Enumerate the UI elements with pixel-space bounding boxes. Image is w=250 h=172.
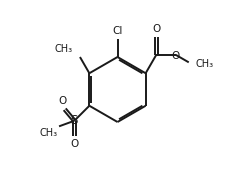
Text: CH₃: CH₃: [40, 128, 58, 138]
Text: Cl: Cl: [112, 25, 123, 35]
Text: O: O: [152, 24, 160, 34]
Text: S: S: [71, 114, 78, 127]
Text: O: O: [58, 96, 67, 106]
Text: O: O: [70, 139, 78, 149]
Text: CH₃: CH₃: [195, 59, 213, 69]
Text: O: O: [172, 51, 180, 61]
Text: CH₃: CH₃: [55, 44, 73, 54]
